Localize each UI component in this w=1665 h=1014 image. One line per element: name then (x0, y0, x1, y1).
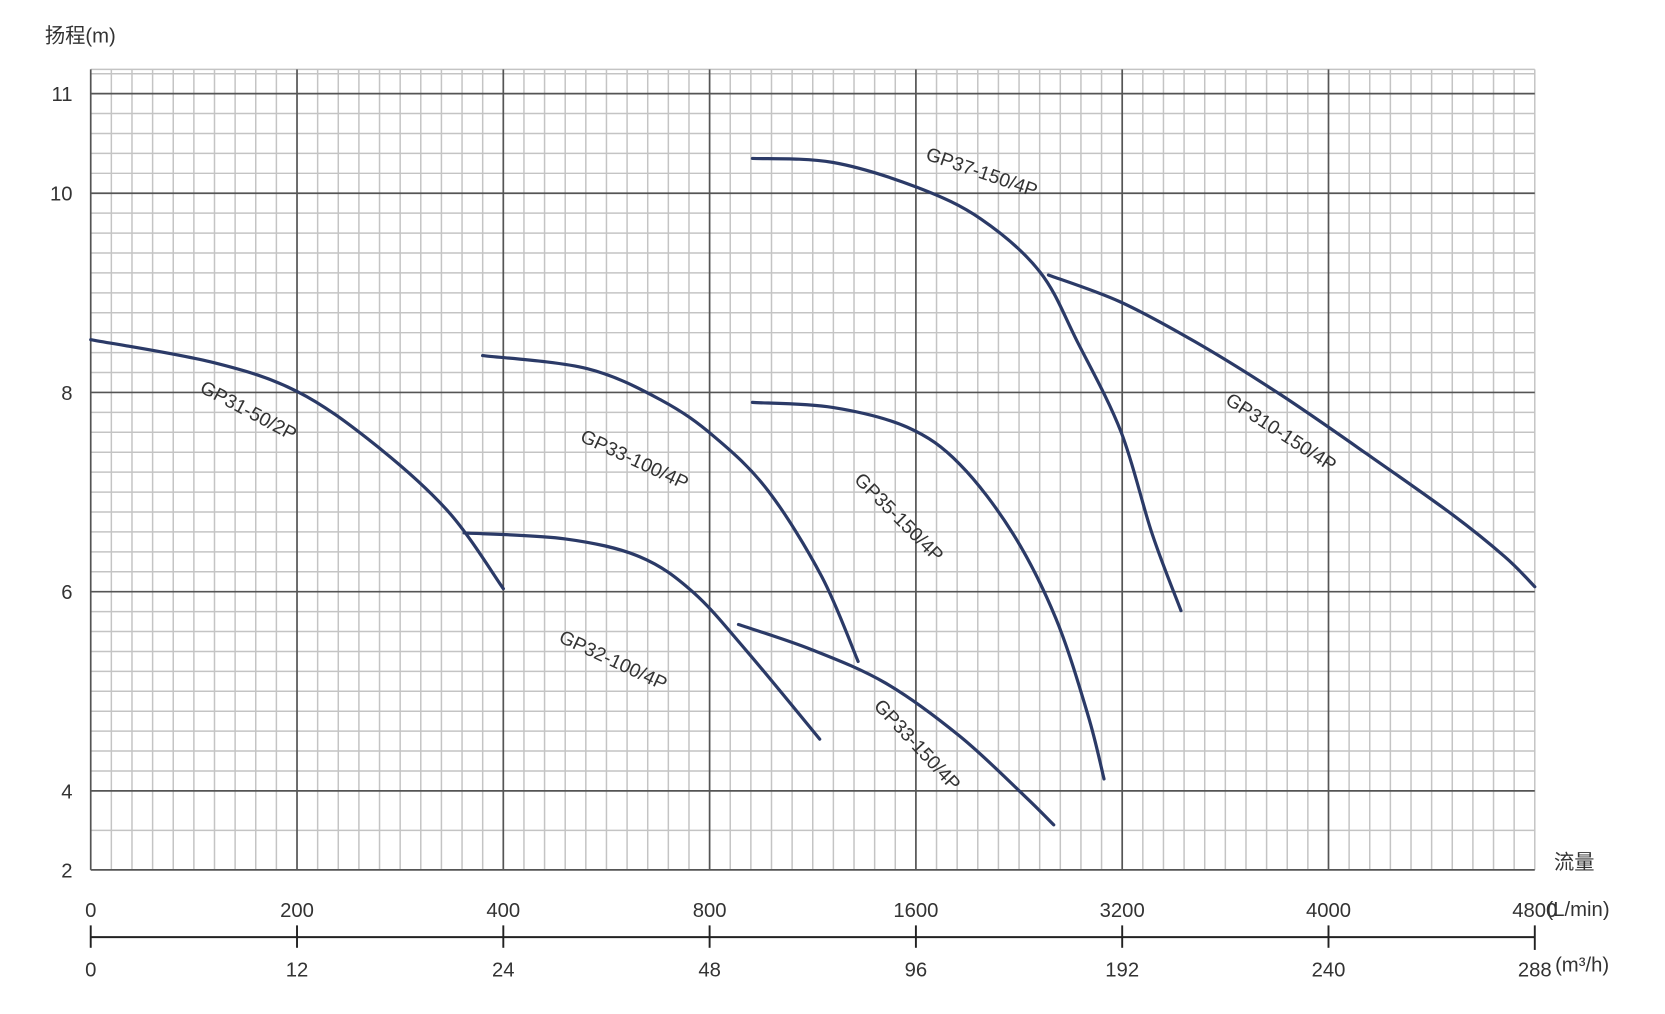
series-curve-gp31-50-2p (89, 338, 505, 591)
series-curve-gp37-150-4p (750, 156, 1183, 613)
x-tick-label-lmin: 4000 (1306, 900, 1351, 922)
x-tick-label-lmin: 400 (486, 900, 520, 922)
y-tick-label: 4 (61, 781, 72, 803)
x-tick-label-lmin: 3200 (1100, 900, 1145, 922)
series-label: GP33-100/4P (577, 426, 691, 494)
x-tick-label-m3h: 192 (1105, 960, 1139, 982)
y-tick-label: 6 (61, 582, 72, 604)
x-tick-label-lmin: 200 (280, 900, 314, 922)
x-tick-label-m3h: 240 (1312, 960, 1346, 982)
x-tick-label-lmin: 1600 (893, 900, 938, 922)
y-tick-label: 10 (50, 184, 73, 206)
y-tick-label: 8 (61, 383, 72, 405)
x-axis: 0 0 200 12 400 24 800 48 1600 96 3200 192 4000 240 480… (85, 900, 1557, 982)
x-tick-label-m3h: 12 (286, 960, 309, 982)
x-tick-label-m3h: 48 (698, 960, 721, 982)
series-curve-gp310-150-4p (1046, 273, 1537, 589)
y-tick-label: 11 (52, 84, 73, 106)
x-tick-label-m3h: 0 (85, 960, 96, 982)
series-label: GP32-100/4P (556, 627, 670, 695)
y-tick-labels: 2 4 6 8 10 11 (50, 84, 73, 882)
series-curve-gp32-100-4p (462, 531, 822, 741)
series-curve-gp35-150-4p (750, 400, 1106, 781)
x-unit-lmin: (L/min) (1547, 899, 1610, 921)
x-tick-label-m3h: 24 (492, 960, 515, 982)
x-axis-title: 流量 (1554, 851, 1595, 874)
series-curve-gp33-100-4p (481, 353, 860, 664)
series-curve-gp33-150-4p (736, 622, 1056, 827)
x-tick-label-lmin: 4800 (1512, 900, 1557, 922)
x-tick-label-m3h: 288 (1518, 960, 1552, 982)
x-tick-label-m3h: 96 (905, 960, 928, 982)
grid (89, 68, 1536, 871)
y-axis-title: 扬程(m) (45, 25, 116, 48)
x-tick-label-lmin: 800 (693, 900, 727, 922)
x-tick-label-lmin: 0 (85, 900, 96, 922)
x-unit-m3h: (m³/h) (1555, 954, 1609, 976)
series-label: GP31-50/2P (196, 377, 299, 445)
y-tick-label: 2 (61, 860, 72, 882)
